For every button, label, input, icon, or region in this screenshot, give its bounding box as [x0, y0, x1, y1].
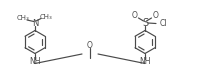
Text: NH: NH — [29, 58, 41, 66]
Text: Cl: Cl — [159, 19, 167, 27]
Text: O: O — [132, 11, 137, 20]
Text: CH₃: CH₃ — [16, 15, 29, 21]
Text: CH₃: CH₃ — [40, 14, 52, 20]
Text: O: O — [153, 11, 158, 20]
Text: S: S — [142, 18, 148, 28]
Text: O: O — [87, 41, 93, 49]
Text: N: N — [32, 19, 38, 27]
Text: NH: NH — [139, 58, 151, 66]
